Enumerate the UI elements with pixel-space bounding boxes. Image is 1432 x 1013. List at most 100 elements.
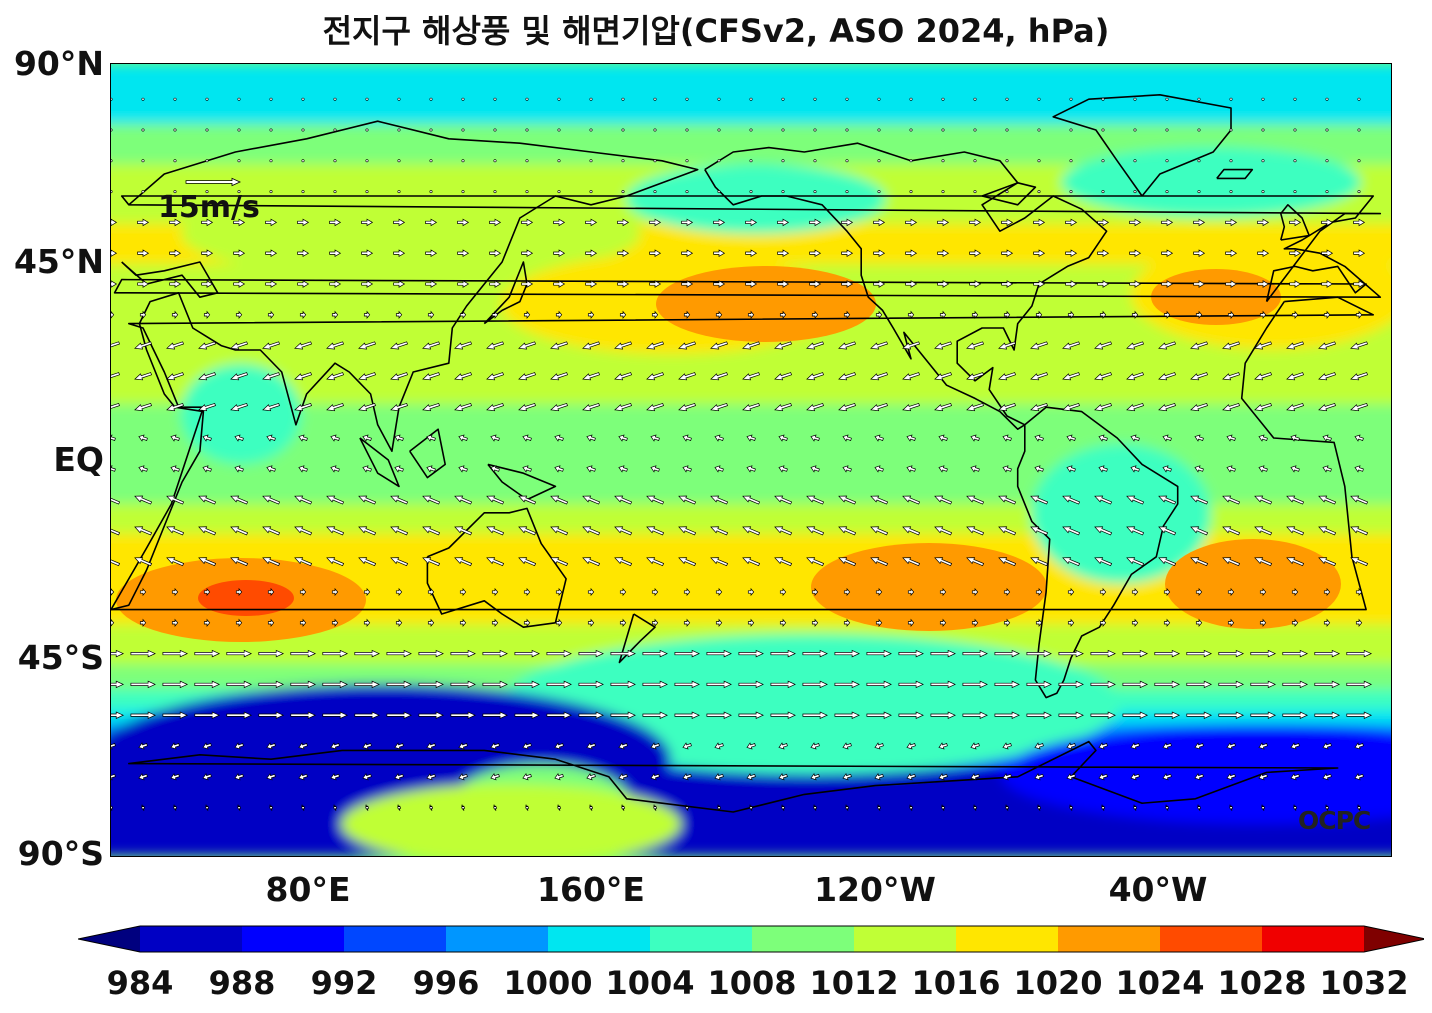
wind-vector: [614, 526, 633, 536]
wind-vector: [906, 742, 916, 750]
wind-vector: [877, 128, 881, 132]
wind-vector: [226, 680, 253, 689]
wind-vector: [111, 249, 118, 257]
wind-vector: [454, 402, 472, 412]
wind-vector: [813, 190, 817, 194]
wind-vector: [966, 495, 985, 505]
wind-vector: [298, 773, 308, 781]
wind-vector: [749, 97, 753, 101]
wind-vector: [233, 249, 246, 258]
wind-vector: [1261, 804, 1266, 811]
wind-vector: [1254, 495, 1273, 505]
wind-vector: [429, 804, 434, 811]
wind-vector: [1158, 341, 1176, 350]
x-tick-label: 80°E: [265, 870, 351, 909]
wind-vector: [137, 218, 150, 227]
wind-vector: [742, 557, 761, 567]
wind-vector: [813, 128, 817, 132]
coastline-segment: [113, 195, 1382, 303]
y-tick-label: 45°S: [17, 638, 104, 677]
wind-vector: [651, 310, 659, 319]
wind-vector: [1353, 218, 1366, 227]
wind-vector: [418, 649, 444, 658]
wind-vector: [1026, 649, 1052, 658]
wind-vector: [1067, 310, 1075, 319]
wind-vector: [111, 128, 113, 132]
wind-vector: [386, 680, 412, 689]
wind-vector: [1066, 773, 1076, 781]
wind-vector: [1030, 372, 1048, 381]
wind-vector: [1193, 280, 1206, 288]
wind-vector: [1290, 434, 1300, 442]
wind-vector: [617, 280, 630, 288]
wind-vector: [745, 280, 758, 288]
wind-vector: [715, 310, 723, 319]
wind-vector: [682, 742, 692, 750]
wind-vector: [297, 218, 310, 227]
wind-vector: [706, 711, 732, 719]
colorbar-cell: [1058, 926, 1160, 952]
wind-vector: [454, 526, 473, 536]
wind-vector: [870, 372, 888, 381]
wind-vector: [1226, 742, 1236, 750]
wind-vector: [1161, 280, 1174, 288]
wind-vector: [1229, 804, 1234, 811]
wind-vector: [521, 280, 534, 288]
wind-vector: [877, 804, 882, 811]
wind-vector: [1194, 465, 1204, 473]
wind-vector: [1197, 159, 1201, 163]
wind-vector: [1133, 804, 1138, 811]
wind-vector: [779, 587, 787, 597]
wind-vector: [706, 649, 732, 658]
wind-vector: [1101, 128, 1105, 132]
wind-vector: [173, 190, 177, 194]
wind-vector: [1289, 249, 1302, 258]
wind-vector: [1097, 249, 1110, 258]
wind-vector: [713, 218, 726, 227]
wind-vector: [361, 280, 374, 288]
wind-vector: [269, 128, 273, 132]
wind-vector: [141, 159, 145, 163]
wind-vector: [1261, 128, 1265, 132]
wind-vector: [1130, 434, 1140, 442]
wind-vector: [1067, 618, 1075, 627]
wind-vector: [461, 190, 465, 194]
wind-vector: [838, 402, 856, 412]
wind-vector: [998, 526, 1017, 536]
colorbar-level-label: 1020: [1013, 964, 1103, 1002]
wind-vector: [230, 495, 249, 505]
wind-vector: [1286, 557, 1305, 567]
wind-vector: [870, 402, 888, 412]
wind-vector: [1222, 495, 1241, 505]
wind-vector: [265, 249, 278, 258]
wind-vector: [461, 159, 465, 163]
wind-vector: [845, 97, 849, 101]
wind-vector: [1161, 249, 1174, 258]
wind-vector: [966, 526, 985, 536]
wind-vector: [198, 557, 217, 567]
wind-vector: [546, 680, 572, 689]
wind-vector: [649, 249, 662, 258]
wind-vector: [653, 128, 657, 132]
y-tick-label: EQ: [53, 440, 104, 479]
wind-vector: [394, 465, 404, 473]
wind-vector: [1122, 649, 1149, 658]
reference-arrow: [185, 177, 241, 187]
wind-vector: [651, 587, 659, 597]
wind-vector: [642, 649, 668, 658]
wind-vector: [642, 711, 668, 719]
wind-vector: [938, 773, 948, 781]
wind-vector: [838, 372, 856, 381]
wind-vector: [1318, 341, 1336, 350]
wind-vector: [1037, 804, 1042, 811]
wind-vector: [365, 97, 369, 101]
wind-vector: [774, 402, 792, 412]
wind-vector: [683, 618, 691, 627]
wind-vector: [1165, 128, 1169, 132]
wind-vector: [1229, 190, 1233, 194]
wind-vector: [422, 341, 440, 350]
wind-vector: [111, 805, 114, 811]
wind-vector: [262, 495, 281, 505]
wind-vector: [1131, 310, 1139, 319]
wind-vector: [1165, 97, 1169, 101]
